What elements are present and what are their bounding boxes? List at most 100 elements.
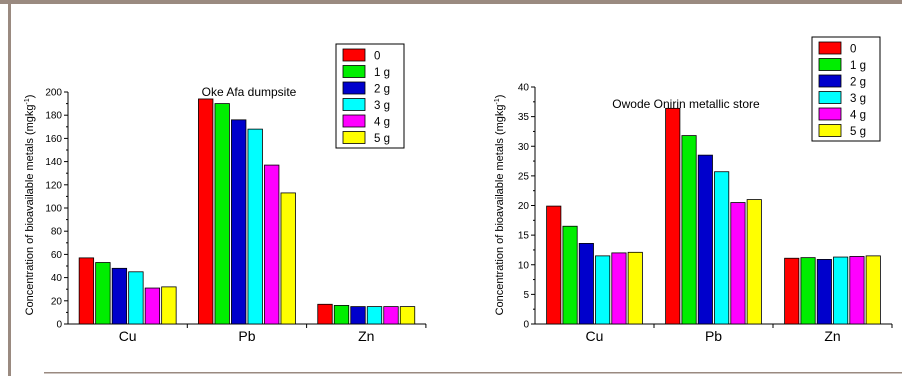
bars <box>78 98 416 325</box>
legend-swatch <box>818 74 842 88</box>
x-tick-labels: Cu Pb Zn <box>586 324 893 344</box>
bar-pb-4 <box>730 202 746 325</box>
legend-swatch <box>342 114 366 128</box>
bar-zn-4 <box>383 306 399 325</box>
bar-zn-2 <box>816 259 832 325</box>
x-tick-label: Pb <box>705 328 722 344</box>
legend: 0 1 g 2 g 3 g 4 g 5 g <box>335 43 405 149</box>
bar-cu-0 <box>78 257 95 325</box>
y-tick-label: 20 <box>518 201 530 212</box>
y-axis-label: Concentration of bioavailable metals (mg… <box>494 95 506 316</box>
legend-label: 0 <box>850 44 856 56</box>
x-tick-label: Zn <box>824 328 840 344</box>
legend-label: 3 g <box>374 100 390 112</box>
bar-zn-1 <box>333 305 350 325</box>
bar-pb-4 <box>264 164 280 325</box>
y-tick-label: 200 <box>45 88 62 99</box>
x-tick-labels: Cu Pb Zn <box>119 324 427 344</box>
legend-swatch <box>342 98 366 111</box>
bar-pb-5 <box>280 192 296 325</box>
frame-bottom-line <box>44 372 902 374</box>
bar-cu-1 <box>562 225 578 325</box>
chart-owode-onirin: Owode Onirin metallic store Concentratio… <box>494 36 893 344</box>
legend-box <box>335 43 405 149</box>
legend-swatch <box>342 81 366 95</box>
y-tick-label: 160 <box>45 134 62 145</box>
y-tick-label: 100 <box>45 204 62 215</box>
bar-pb-5 <box>746 199 762 325</box>
bar-zn-2 <box>350 306 366 325</box>
bar-cu-5 <box>627 251 643 325</box>
y-axis-label-superscript: -1 <box>24 98 31 104</box>
bar-cu-4 <box>611 252 627 325</box>
chart-oke-afa: Oke Afa dumpsite Concentration of bioava… <box>24 43 427 344</box>
legend-swatch <box>342 65 366 78</box>
y-tick-label: 20 <box>51 296 63 307</box>
bar-cu-2 <box>111 267 128 325</box>
bar-pb-2 <box>231 119 247 325</box>
x-tick-label: Cu <box>586 328 604 344</box>
legend-swatch <box>818 124 842 137</box>
y-axis-label-main: Concentration of bioavailable metals (mg… <box>494 104 506 315</box>
chart-title: Oke Afa dumpsite <box>202 85 297 99</box>
y-tick-label: 15 <box>518 231 530 242</box>
y-tick-label: 25 <box>518 171 530 182</box>
bar-pb-3 <box>714 171 730 325</box>
y-axis-label-main: Concentration of bioavailable metals (mg… <box>24 104 36 315</box>
y-tick-label: 180 <box>45 111 62 122</box>
bar-zn-0 <box>784 257 800 325</box>
y-tick-label: 40 <box>518 83 530 94</box>
legend-swatch <box>818 91 842 104</box>
y-axis-label-superscript: -1 <box>494 98 501 104</box>
y-tick-label: 40 <box>51 273 63 284</box>
bar-zn-5 <box>399 306 416 325</box>
bar-pb-2 <box>697 154 713 325</box>
legend-swatch <box>342 131 366 144</box>
legend-label: 4 g <box>374 117 390 129</box>
y-axis-label: Concentration of bioavailable metals (mg… <box>24 95 36 316</box>
frame-top <box>0 0 902 4</box>
legend-label: 3 g <box>850 93 866 105</box>
bar-cu-0 <box>546 205 562 325</box>
x-tick-label: Pb <box>238 328 255 344</box>
legend-label: 2 g <box>374 84 390 96</box>
legend-swatch <box>818 41 842 55</box>
bar-cu-5 <box>161 286 177 325</box>
bar-zn-3 <box>833 256 849 325</box>
y-tick-label: 0 <box>56 320 62 331</box>
bar-pb-0 <box>198 98 214 325</box>
legend-label: 5 g <box>850 126 866 138</box>
legend-swatch <box>342 48 366 62</box>
y-tick-label: 80 <box>51 227 63 238</box>
y-axis-label-close: ) <box>24 95 36 99</box>
bar-zn-4 <box>849 256 865 325</box>
y-tick-label: 5 <box>523 290 529 301</box>
legend-swatch <box>818 58 842 71</box>
legend-label: 5 g <box>374 133 390 145</box>
bar-cu-4 <box>144 287 161 325</box>
legend-swatch <box>818 107 842 121</box>
y-tick-label: 10 <box>518 260 530 271</box>
legend-label: 0 <box>374 51 380 63</box>
bar-zn-1 <box>800 257 816 325</box>
bar-zn-5 <box>865 255 881 325</box>
legend: 0 1 g 2 g 3 g 4 g 5 g <box>811 36 881 142</box>
chart-title: Owode Onirin metallic store <box>612 97 760 111</box>
bar-zn-0 <box>317 303 333 325</box>
y-tick-label: 140 <box>45 157 62 168</box>
x-tick-label: Cu <box>119 328 137 344</box>
y-tick-label: 60 <box>51 250 63 261</box>
bars <box>546 107 881 325</box>
bar-pb-1 <box>681 135 697 325</box>
bar-zn-3 <box>366 306 383 325</box>
bar-cu-3 <box>128 271 144 325</box>
y-axis-label-close: ) <box>494 95 506 99</box>
bar-pb-0 <box>665 107 681 325</box>
legend-label: 1 g <box>850 60 866 72</box>
bar-pb-1 <box>214 103 230 325</box>
legend-label: 1 g <box>374 67 390 79</box>
bar-cu-2 <box>578 243 594 325</box>
legend-label: 4 g <box>850 110 866 122</box>
y-tick-label: 120 <box>45 180 62 191</box>
